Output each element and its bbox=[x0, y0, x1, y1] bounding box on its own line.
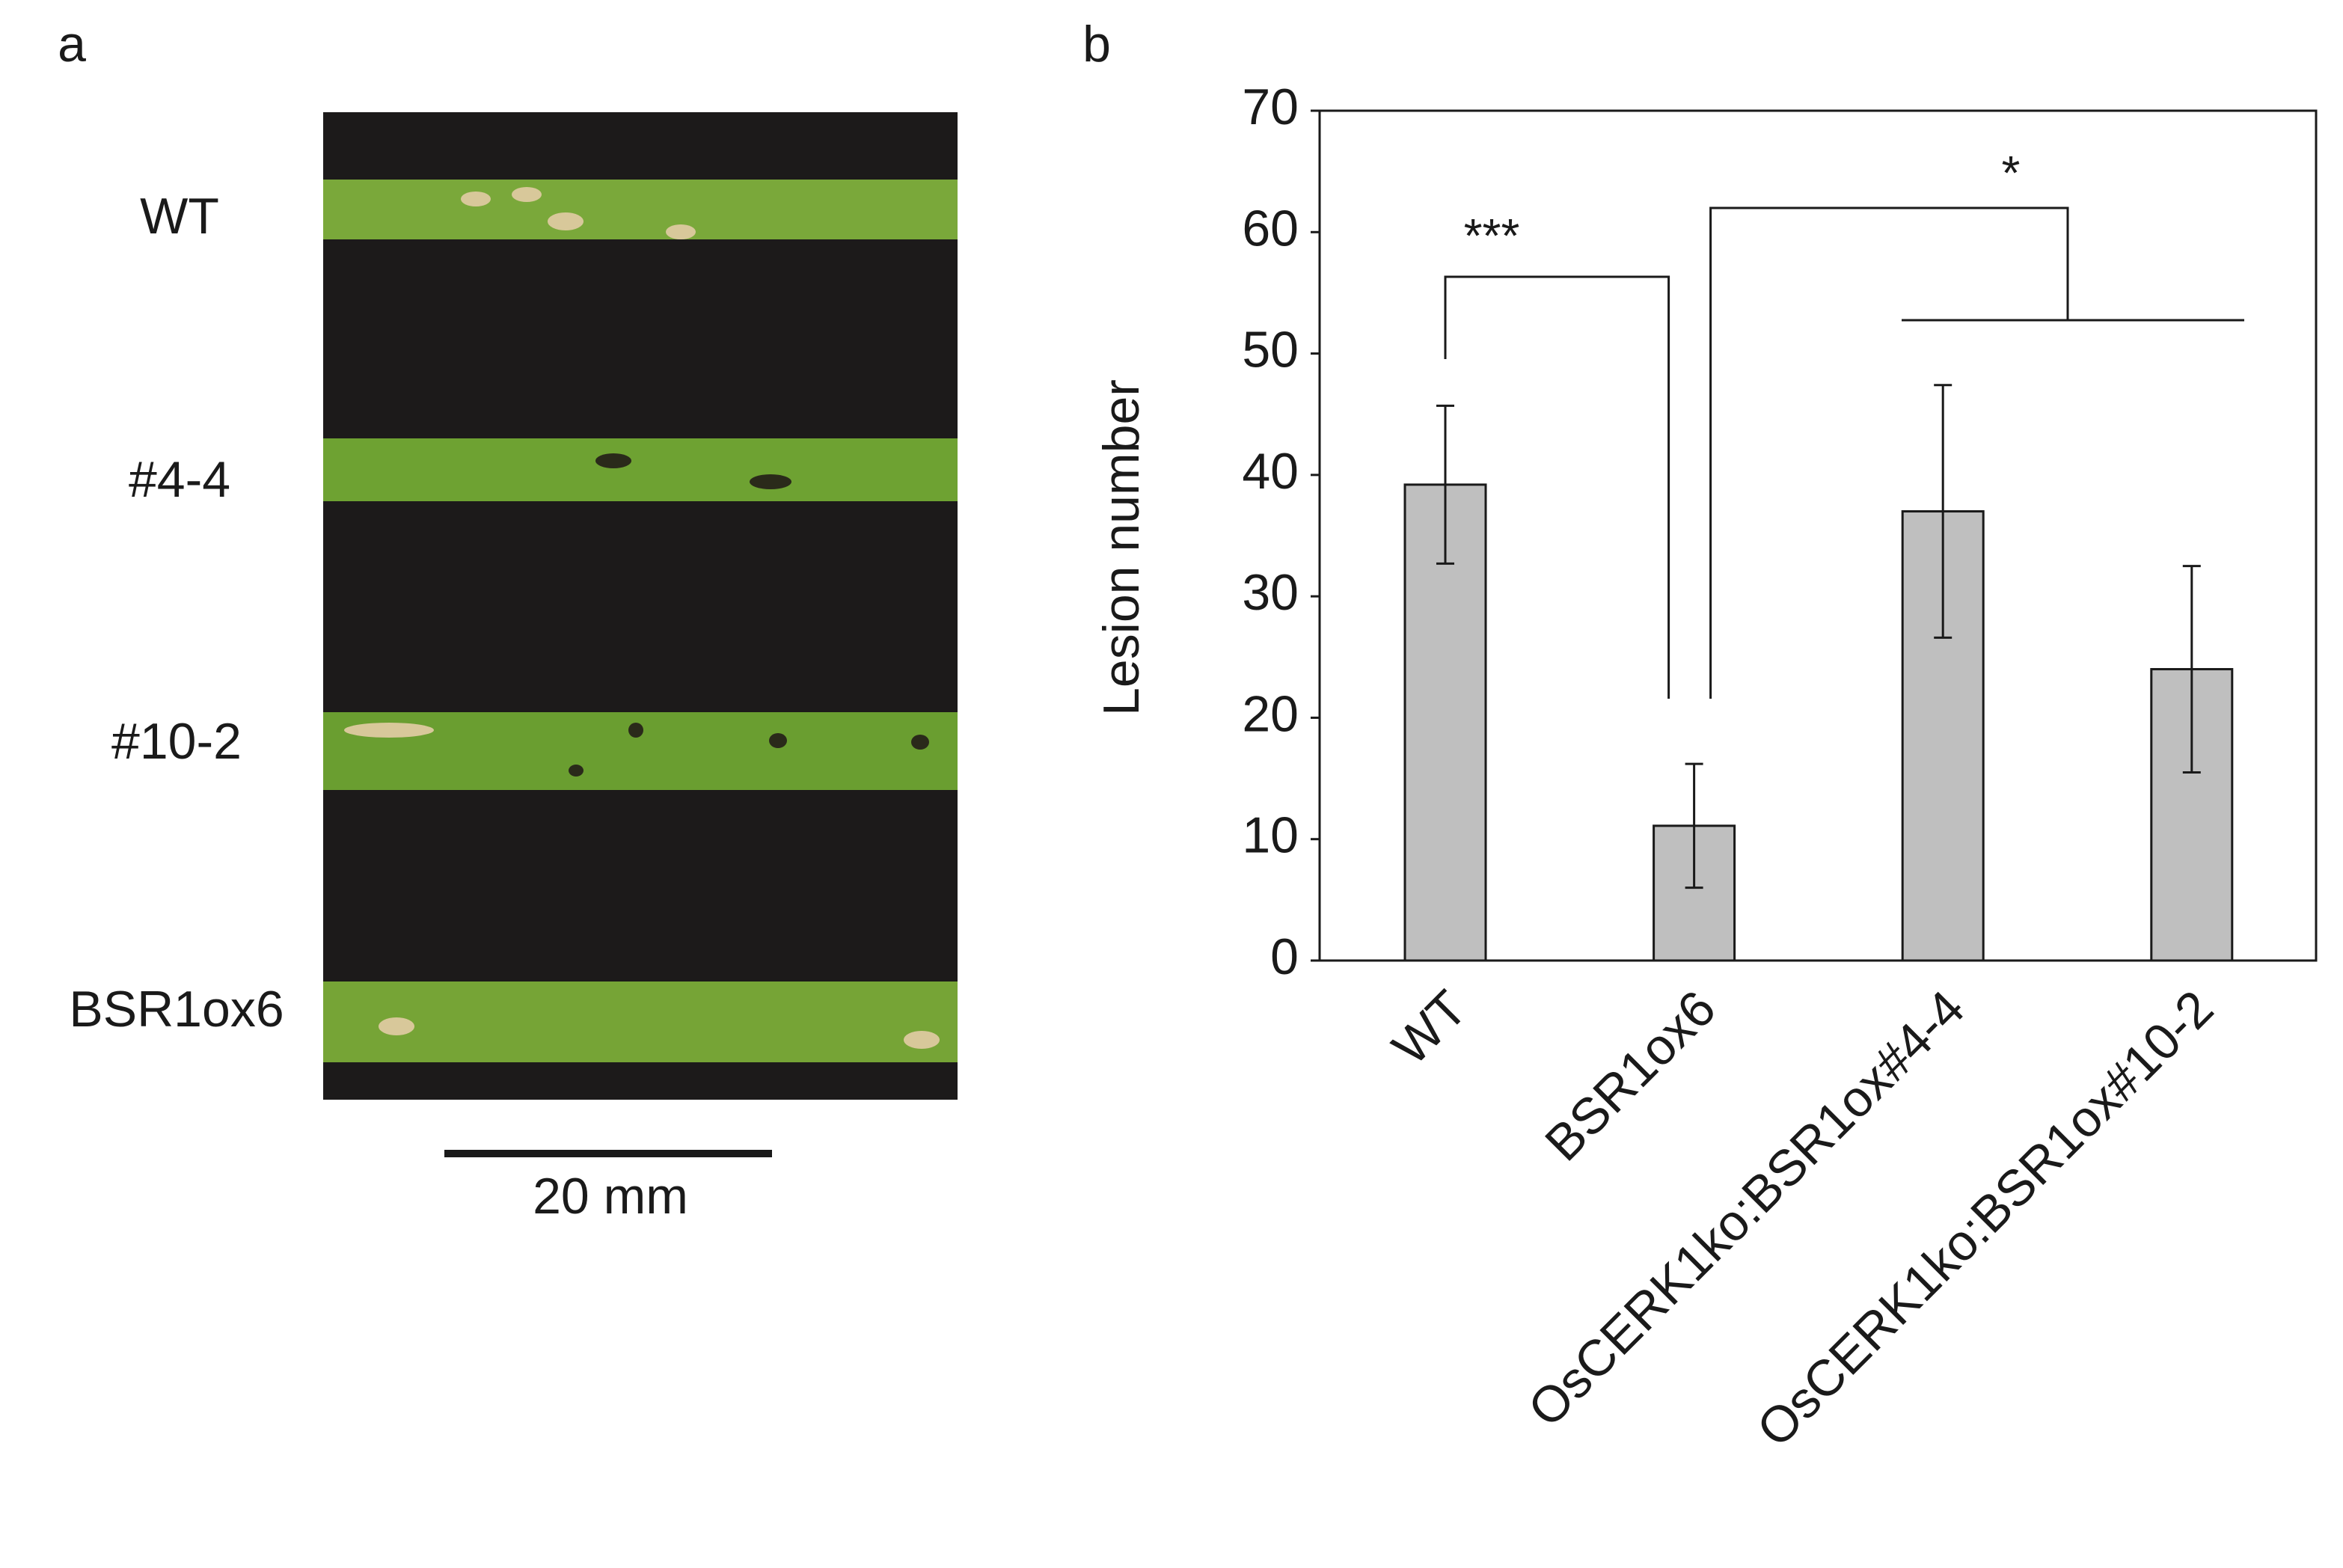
y-tick-label: 20 bbox=[1242, 685, 1299, 742]
plot-frame bbox=[1318, 109, 2318, 962]
leaf-label: WT bbox=[140, 188, 219, 245]
y-tick-label: 30 bbox=[1242, 564, 1299, 621]
significance-bracket bbox=[1709, 206, 2069, 699]
leaf-photo bbox=[323, 112, 958, 1100]
significance-bracket bbox=[1444, 275, 1670, 699]
significance-label: *** bbox=[1464, 209, 1520, 263]
x-tick-label: BSR1ox6 bbox=[1534, 980, 1727, 1172]
leaf-label: #4-4 bbox=[129, 451, 230, 508]
y-axis-title: Lesion number bbox=[1093, 379, 1150, 716]
panel-label: b bbox=[1082, 16, 1111, 73]
scale-bar-label: 20 mm bbox=[533, 1168, 688, 1225]
y-tick-label: 50 bbox=[1242, 322, 1299, 379]
significance-label: * bbox=[2002, 146, 2021, 200]
x-tick-label: OsCERK1ko:BSR1ox#10-2 bbox=[1746, 980, 2224, 1458]
leaf-label: #10-2 bbox=[111, 713, 242, 770]
x-tick-label: WT bbox=[1382, 980, 1477, 1076]
leaf-label: BSR1ox6 bbox=[69, 981, 284, 1038]
y-tick-label: 10 bbox=[1242, 807, 1299, 864]
y-tick-label: 0 bbox=[1270, 928, 1299, 985]
panel-label: a bbox=[58, 16, 86, 73]
y-tick-label: 40 bbox=[1242, 443, 1299, 500]
x-tick-label: OsCERK1ko:BSR1ox#4-4 bbox=[1517, 980, 1975, 1438]
y-tick-label: 70 bbox=[1242, 79, 1299, 135]
y-tick-label: 60 bbox=[1242, 200, 1299, 257]
